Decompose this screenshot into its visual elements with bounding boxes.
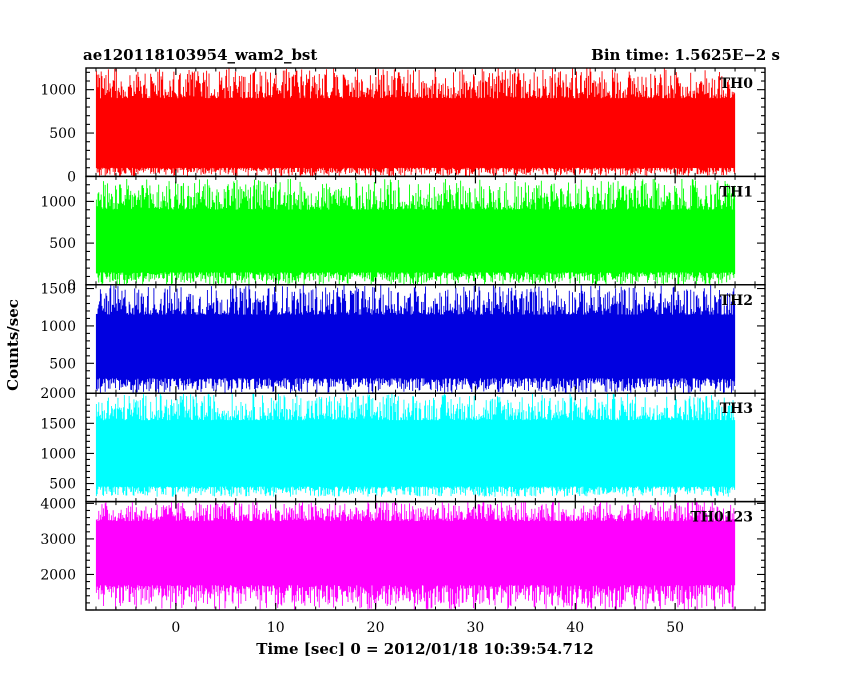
y-tick-label: 1500 <box>40 282 76 298</box>
series-th1 <box>95 178 736 285</box>
series-th3 <box>95 393 736 497</box>
x-tick-label: 50 <box>666 620 684 636</box>
x-tick-label: 0 <box>171 620 180 636</box>
y-tick-label: 1500 <box>40 416 76 432</box>
panel-label-th1: TH1 <box>720 184 753 200</box>
title-left: ae120118103954_wam2_bst <box>83 46 317 64</box>
series-th0123 <box>95 501 736 610</box>
y-tick-label: 0 <box>67 169 76 185</box>
y-tick-label: 3000 <box>40 532 76 548</box>
x-axis-title: Time [sec] 0 = 2012/01/18 10:39:54.712 <box>256 640 593 658</box>
panel-th0123: 2000 3000 4000 TH0123 <box>40 496 766 611</box>
y-tick-label: 500 <box>49 126 76 142</box>
y-tick-label: 1000 <box>40 319 76 335</box>
y-tick-label: 0 <box>67 278 76 294</box>
y-tick-label: 1000 <box>40 194 76 210</box>
y-tick-label: 2000 <box>40 386 76 402</box>
series-th0 <box>95 68 736 177</box>
x-axis-tick-labels: 0 10 20 30 40 50 <box>171 620 684 636</box>
x-tick-label: 40 <box>566 620 584 636</box>
y-tick-label: 500 <box>49 477 76 493</box>
title-right: Bin time: 1.5625E−2 s <box>591 46 780 64</box>
x-tick-label: 10 <box>267 620 285 636</box>
x-tick-label: 30 <box>467 620 485 636</box>
panels-group: 0 500 1000 TH0 0 500 1000 TH1 500 1000 1500 TH2 500 1… <box>40 67 766 611</box>
panel-label-th0123: TH0123 <box>690 510 753 526</box>
y-tick-label: 500 <box>49 356 76 372</box>
y-tick-label: 1000 <box>40 83 76 99</box>
y-tick-label: 500 <box>49 236 76 252</box>
panel-label-th2: TH2 <box>720 293 753 309</box>
series-th2 <box>95 284 736 394</box>
panel-label-th0: TH0 <box>720 76 754 92</box>
y-tick-label: 1000 <box>40 446 76 462</box>
y-axis-title: Counts/sec <box>4 299 22 391</box>
panel-frame-th0123 <box>85 500 766 611</box>
y-tick-label: 2000 <box>40 567 76 583</box>
x-tick-label: 20 <box>367 620 385 636</box>
panel-th1: 0 500 1000 TH1 <box>40 175 766 294</box>
y-tick-label: 4000 <box>40 496 76 512</box>
panel-label-th3: TH3 <box>720 401 753 417</box>
